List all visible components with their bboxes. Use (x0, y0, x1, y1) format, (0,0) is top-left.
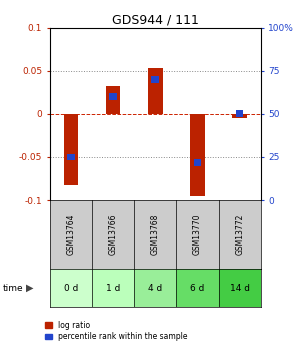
Bar (190, 114, 205, 196)
Bar (134, 269, 176, 307)
Text: 6 d: 6 d (190, 284, 205, 293)
Bar (151, 76, 159, 83)
Bar (194, 159, 201, 166)
Bar (219, 200, 261, 269)
Bar (106, 86, 120, 114)
Text: GSM13766: GSM13766 (109, 214, 117, 255)
Bar (109, 93, 117, 100)
Bar (176, 200, 219, 269)
Bar (50, 269, 92, 307)
Bar (50, 200, 92, 269)
Title: GDS944 / 111: GDS944 / 111 (112, 13, 199, 27)
Bar (92, 269, 134, 307)
Text: GSM13768: GSM13768 (151, 214, 160, 255)
Text: time: time (3, 284, 23, 293)
Bar (232, 114, 247, 118)
Legend: log ratio, percentile rank within the sample: log ratio, percentile rank within the sa… (45, 321, 187, 341)
Text: 14 d: 14 d (230, 284, 250, 293)
Text: GSM13764: GSM13764 (67, 214, 75, 255)
Text: 1 d: 1 d (106, 284, 120, 293)
Text: GSM13770: GSM13770 (193, 214, 202, 255)
Bar (134, 200, 176, 269)
Text: ▶: ▶ (25, 283, 33, 293)
Bar (67, 154, 75, 160)
Bar (64, 114, 78, 185)
Text: 0 d: 0 d (64, 284, 78, 293)
Text: GSM13772: GSM13772 (235, 214, 244, 255)
Text: 4 d: 4 d (148, 284, 162, 293)
Bar (176, 269, 219, 307)
Bar (219, 269, 261, 307)
Bar (148, 68, 163, 114)
Bar (236, 110, 243, 117)
Bar (92, 200, 134, 269)
